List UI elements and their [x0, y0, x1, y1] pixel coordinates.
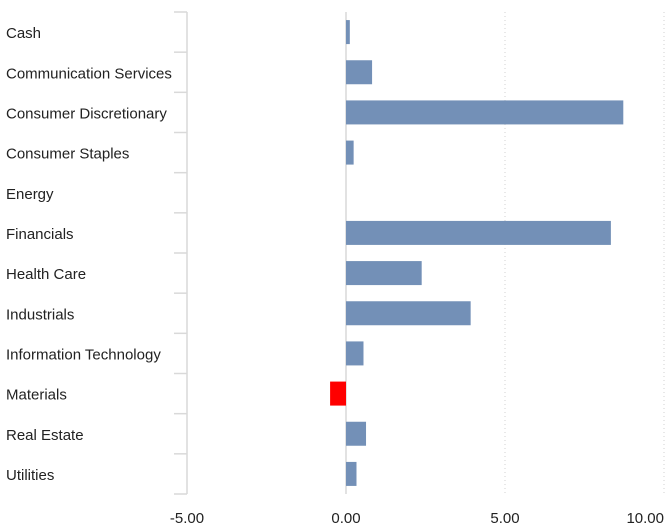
category-label: Cash [6, 25, 41, 42]
category-label: Utilities [6, 467, 54, 484]
x-tick-label: 10.00 [626, 510, 664, 527]
category-labels: Cash Communication Services Consumer Discr… [6, 25, 172, 484]
category-tick-marks [174, 11, 187, 495]
category-label: Real Estate [6, 427, 84, 444]
bar [346, 140, 354, 165]
x-tick-label: 0.00 [331, 510, 360, 527]
bar [346, 341, 364, 366]
category-label: Financials [6, 226, 74, 243]
bar [346, 100, 624, 125]
bars-layer [330, 20, 624, 486]
category-label: Information Technology [6, 346, 161, 363]
bar [346, 20, 350, 45]
bar [346, 461, 357, 486]
x-tick-label: 5.00 [490, 510, 519, 527]
category-label: Consumer Discretionary [6, 105, 167, 122]
bar [346, 60, 373, 85]
category-label: Communication Services [6, 65, 172, 82]
bar [346, 301, 471, 326]
bar [330, 381, 346, 406]
category-label: Materials [6, 387, 67, 404]
bar [346, 220, 611, 245]
category-label: Energy [6, 186, 54, 203]
bar [346, 421, 367, 446]
category-label: Health Care [6, 266, 86, 283]
category-label: Industrials [6, 306, 74, 323]
category-label: Consumer Staples [6, 146, 129, 163]
x-axis-tick-labels: -5.00 0.00 5.00 10.00 [170, 510, 664, 527]
bar [346, 261, 422, 286]
grid-layer [186, 12, 665, 494]
x-tick-label: -5.00 [170, 510, 204, 527]
